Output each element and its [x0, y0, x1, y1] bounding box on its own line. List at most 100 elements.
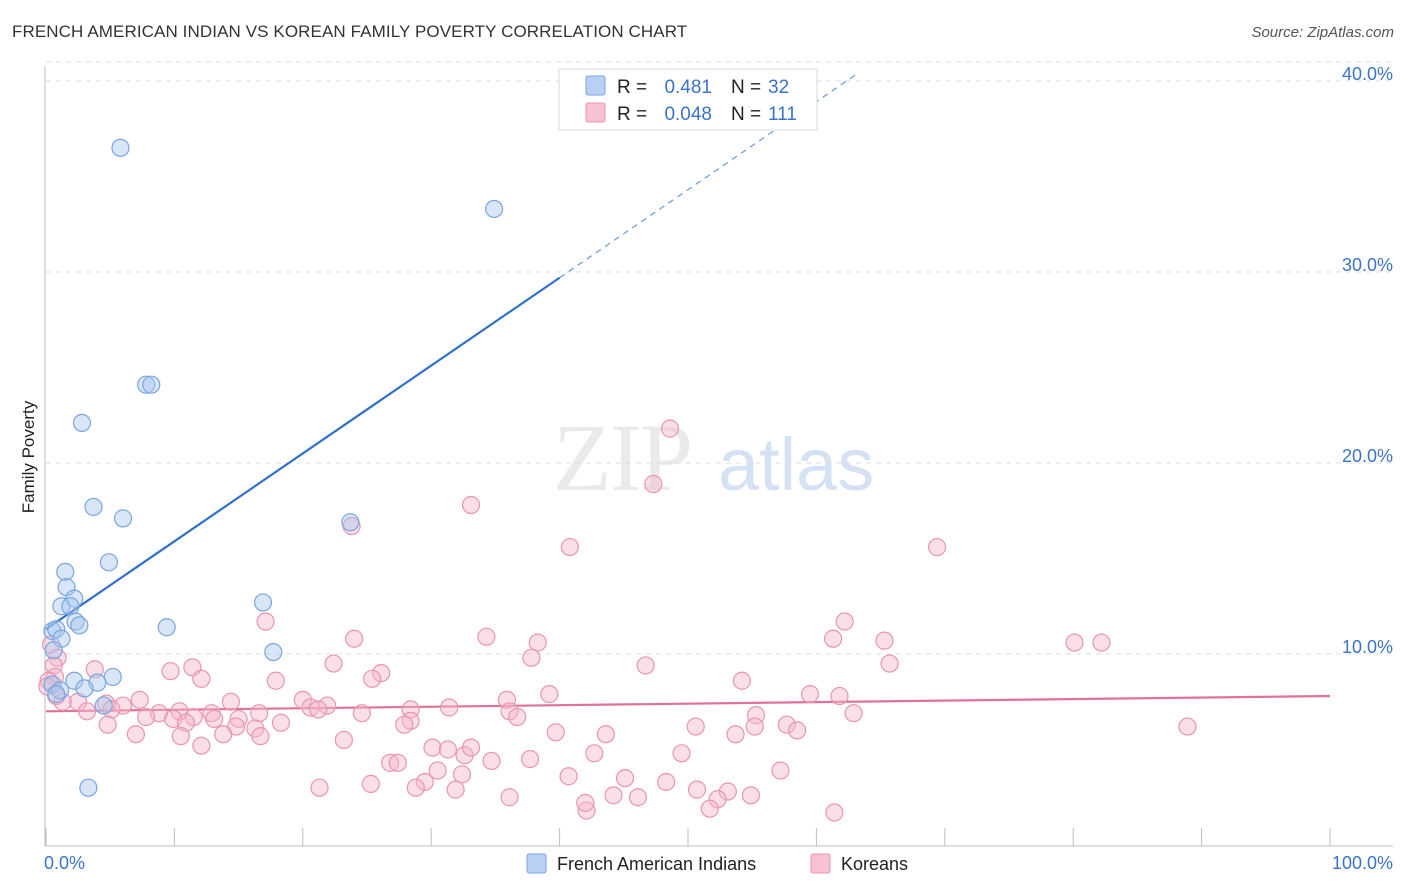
koreans-point-1: [644, 474, 663, 494]
french-american-indians-point-19: [47, 620, 66, 639]
french-american-indians-point-4: [72, 413, 92, 432]
french-american-indians-point-0: [111, 138, 130, 157]
koreans-point-94: [672, 744, 691, 763]
koreans-point-73: [777, 715, 796, 734]
stats-n-value-blue: 32: [768, 77, 789, 98]
stats-legend-swatch-pink: [585, 102, 606, 123]
watermark-atlas: atlas: [718, 423, 874, 506]
koreans-point-53: [250, 704, 269, 723]
koreans-point-60: [137, 707, 156, 727]
koreans-point-98: [452, 765, 472, 784]
koreans-point-76: [788, 721, 807, 740]
koreans-point-18: [522, 648, 541, 667]
koreans-point-35: [130, 690, 149, 709]
french-american-indians-point-24: [65, 671, 84, 690]
trend-line-french-american-indians: [45, 276, 561, 631]
koreans-point-117: [576, 793, 595, 813]
stats-r-label-pink: R =: [617, 104, 647, 125]
chart-title: FRENCH AMERICAN INDIAN VS KOREAN FAMILY …: [12, 22, 688, 41]
french-american-indians-point-27: [75, 679, 94, 698]
koreans-point-46: [318, 696, 337, 715]
koreans-point-72: [686, 717, 705, 736]
y-tick-label-20: 20.0%: [1342, 446, 1393, 466]
koreans-point-24: [85, 660, 104, 679]
koreans-point-80: [726, 725, 745, 744]
y-tick-label-10: 10.0%: [1342, 637, 1393, 657]
koreans-point-116: [604, 786, 623, 805]
koreans-point-88: [438, 740, 457, 759]
koreans-point-83: [171, 727, 190, 746]
y-tick-label-30: 30.0%: [1342, 255, 1393, 275]
koreans-point-85: [334, 730, 353, 750]
koreans-point-12: [875, 631, 894, 650]
koreans-point-118: [825, 803, 844, 822]
koreans-point-103: [361, 774, 380, 793]
koreans-point-28: [192, 669, 211, 688]
koreans-point-109: [718, 782, 737, 801]
koreans-point-107: [446, 780, 465, 799]
french-american-indians-point-31: [79, 778, 98, 797]
legend-swatch-french-american-indians: [526, 853, 547, 874]
source-credit: Source: ZipAtlas.com: [1251, 24, 1394, 41]
koreans-point-49: [77, 702, 97, 721]
french-american-indians-point-16: [70, 616, 89, 635]
french-american-indians-point-3: [142, 375, 161, 394]
koreans-point-30: [266, 671, 285, 690]
koreans-point-13: [1092, 633, 1111, 652]
koreans-point-8: [477, 627, 496, 646]
koreans-point-57: [440, 698, 459, 717]
legend-label-french-american-indians: French American Indians: [557, 854, 756, 874]
koreans-point-112: [628, 788, 648, 807]
koreans-point-39: [830, 686, 849, 706]
koreans-point-34: [540, 685, 559, 704]
bottom-legend: French American Indians Koreans: [526, 853, 908, 874]
koreans-point-25: [372, 663, 391, 683]
french-american-indians-point-12: [253, 593, 273, 612]
koreans-point-110: [741, 786, 761, 805]
french-american-indians-point-2: [137, 375, 156, 394]
koreans-point-81: [214, 725, 233, 744]
legend-swatch-koreans: [810, 853, 831, 874]
trend-line-koreans: [45, 694, 1331, 713]
koreans-point-9: [345, 629, 364, 648]
stats-legend: R = 0.481 N = 32 R = 0.048 N = 111: [558, 68, 818, 131]
koreans-point-63: [205, 709, 224, 729]
koreans-point-21: [636, 656, 655, 675]
koreans-point-0: [660, 419, 680, 438]
stats-legend-swatch-blue: [585, 75, 606, 96]
koreans-point-89: [455, 746, 474, 765]
french-american-indians-point-21: [44, 641, 63, 660]
stats-r-value-blue: 0.481: [664, 77, 712, 98]
koreans-point-71: [98, 715, 117, 734]
koreans-point-14: [1065, 633, 1084, 652]
axes: [44, 66, 1393, 847]
koreans-point-67: [176, 713, 196, 732]
koreans-point-97: [428, 761, 447, 780]
koreans-point-91: [461, 738, 481, 757]
y-tick-labels: 10.0% 20.0% 30.0% 40.0%: [1342, 64, 1393, 657]
koreans-point-100: [615, 769, 635, 788]
french-american-indians-point-6: [113, 509, 133, 528]
koreans-point-20: [880, 654, 899, 673]
koreans-point-77: [1178, 717, 1197, 736]
french-american-indians-point-17: [157, 618, 176, 637]
koreans-point-99: [559, 767, 578, 786]
koreans-point-86: [192, 736, 211, 755]
koreans-point-93: [520, 749, 540, 769]
koreans-point-19: [324, 654, 343, 673]
koreans-point-37: [293, 690, 312, 709]
koreans-point-78: [546, 723, 565, 742]
french-american-indians-point-1: [485, 199, 504, 219]
french-american-indians-point-23: [103, 667, 122, 687]
french-american-indians-point-14: [61, 597, 80, 616]
koreans-point-54: [352, 704, 371, 723]
koreans-point-92: [381, 753, 400, 772]
stats-n-value-pink: 111: [768, 104, 797, 125]
french-american-indians-point-8: [99, 553, 119, 572]
gridlines: [46, 61, 1393, 655]
koreans-point-40: [800, 685, 820, 704]
x-tick-label-min: 0.0%: [44, 853, 85, 873]
koreans-point-23: [161, 662, 180, 681]
watermark-zip: ZIP: [553, 404, 691, 511]
